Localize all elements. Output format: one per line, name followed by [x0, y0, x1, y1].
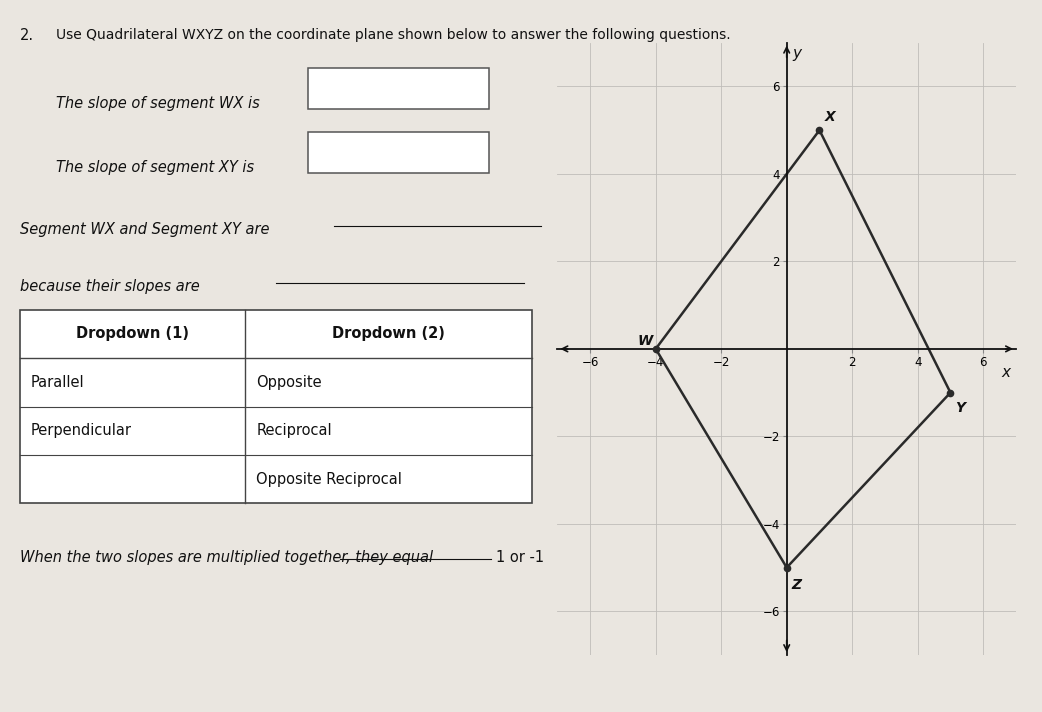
Text: X: X — [824, 110, 835, 125]
Text: Use Quadrilateral WXYZ on the coordinate plane shown below to answer the followi: Use Quadrilateral WXYZ on the coordinate… — [56, 28, 730, 43]
FancyBboxPatch shape — [307, 68, 490, 109]
Text: x: x — [1001, 365, 1011, 380]
Text: W: W — [638, 333, 653, 347]
Text: Segment WX and Segment XY are: Segment WX and Segment XY are — [20, 222, 269, 237]
Text: The slope of segment XY is: The slope of segment XY is — [56, 160, 254, 175]
Text: Parallel: Parallel — [30, 375, 84, 390]
FancyBboxPatch shape — [20, 310, 532, 503]
Text: Opposite Reciprocal: Opposite Reciprocal — [256, 471, 402, 487]
Text: 2.: 2. — [20, 28, 33, 43]
Text: The slope of segment WX is: The slope of segment WX is — [56, 96, 259, 111]
Text: When the two slopes are multiplied together, they equal: When the two slopes are multiplied toget… — [20, 550, 432, 565]
Text: y: y — [792, 46, 801, 61]
Text: because their slopes are: because their slopes are — [20, 279, 199, 294]
Text: Reciprocal: Reciprocal — [256, 423, 332, 439]
Text: Z: Z — [792, 578, 801, 592]
Text: Dropdown (2): Dropdown (2) — [332, 326, 445, 342]
FancyBboxPatch shape — [307, 132, 490, 173]
Text: Dropdown (1): Dropdown (1) — [76, 326, 189, 342]
Text: Y: Y — [956, 402, 965, 415]
Text: Perpendicular: Perpendicular — [30, 423, 131, 439]
Text: Opposite: Opposite — [256, 375, 322, 390]
Text: 1 or -1: 1 or -1 — [496, 550, 544, 565]
